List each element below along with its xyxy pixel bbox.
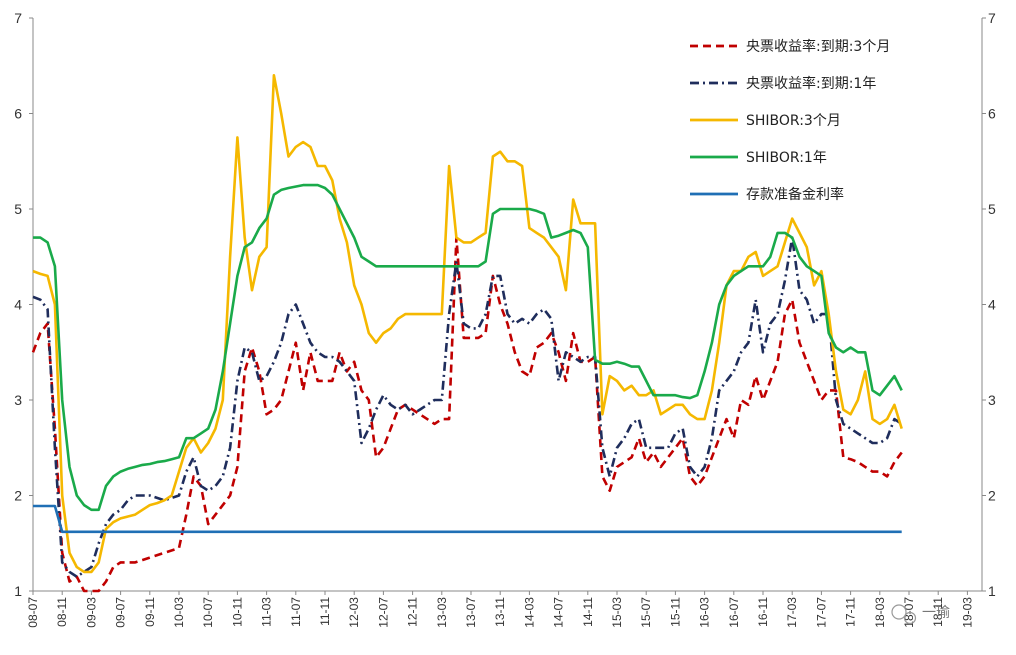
x-tick-label: 18-03 bbox=[873, 597, 887, 628]
x-tick-label: 16-07 bbox=[727, 597, 741, 628]
series-line-4 bbox=[33, 183, 903, 512]
x-tick-label: 13-03 bbox=[435, 597, 449, 628]
y-tick-label-right: 7 bbox=[988, 10, 996, 26]
y-axis-left-ticks: 1 2 3 4 5 6 7 bbox=[14, 10, 22, 599]
y-tick-label-right: 1 bbox=[988, 583, 996, 599]
x-tick-label: 12-11 bbox=[406, 597, 420, 627]
watermark: 一瑜 bbox=[891, 604, 950, 625]
x-tick-label: 16-03 bbox=[698, 597, 712, 628]
x-tick-label: 18-11 bbox=[931, 597, 945, 627]
x-tick-label: 10-03 bbox=[172, 597, 186, 628]
x-tick-label: 15-07 bbox=[639, 597, 653, 628]
legend-label-1: 央票收益率:到期:3个月 bbox=[746, 38, 890, 55]
x-tick-label: 19-03 bbox=[960, 597, 974, 628]
series-lines bbox=[31, 74, 903, 593]
x-tick-label: 14-07 bbox=[552, 597, 566, 628]
x-tick-label: 12-07 bbox=[376, 597, 390, 628]
y-tick-label-right: 4 bbox=[988, 297, 996, 313]
x-tick-label: 12-03 bbox=[347, 597, 361, 628]
x-tick-label: 17-11 bbox=[844, 597, 858, 627]
x-tick-label: 11-07 bbox=[289, 597, 303, 627]
y-tick-label-right: 2 bbox=[988, 488, 996, 504]
y-tick-label-right: 5 bbox=[988, 201, 996, 217]
x-tick-label: 11-11 bbox=[318, 597, 332, 626]
x-tick-label: 14-11 bbox=[581, 597, 595, 627]
y-tick-label-right: 6 bbox=[988, 106, 996, 122]
wechat-icon-bubble bbox=[903, 611, 917, 625]
x-tick-label: 13-07 bbox=[464, 597, 478, 628]
y-tick-label-right: 3 bbox=[988, 392, 996, 408]
y-tick-label-left: 4 bbox=[14, 297, 22, 313]
x-tick-label: 15-11 bbox=[668, 597, 682, 627]
axes bbox=[29, 17, 986, 595]
x-tick-label: 08-11 bbox=[55, 597, 69, 627]
x-tick-label: 14-03 bbox=[522, 597, 536, 628]
x-tick-label: 10-11 bbox=[230, 597, 244, 627]
x-tick-label: 08-07 bbox=[26, 597, 40, 628]
x-axis-ticks: 08-07 08-11 09-03 09-07 09-11 10-03 10-07 10-11… bbox=[26, 597, 974, 628]
legend-label-4: SHIBOR:1年 bbox=[746, 150, 827, 166]
x-tick-label: 17-03 bbox=[785, 597, 799, 628]
y-tick-label-left: 2 bbox=[14, 488, 22, 504]
x-tick-label: 09-03 bbox=[84, 597, 98, 628]
y-tick-label-left: 1 bbox=[14, 583, 22, 599]
y-tick-label-left: 7 bbox=[14, 10, 22, 26]
legend-label-5: 存款准备金利率 bbox=[746, 186, 844, 203]
wechat-icon bbox=[891, 604, 907, 620]
x-tick-label: 13-11 bbox=[493, 597, 507, 627]
x-tick-label: 11-03 bbox=[260, 597, 274, 627]
x-tick-label: 09-11 bbox=[143, 597, 157, 627]
legend-label-3: SHIBOR:3个月 bbox=[746, 113, 841, 129]
x-tick-label: 09-07 bbox=[114, 597, 128, 628]
y-tick-label-left: 5 bbox=[14, 201, 22, 217]
series-line-1 bbox=[31, 236, 903, 593]
x-tick-label: 17-07 bbox=[814, 597, 828, 628]
series-line-5 bbox=[33, 504, 902, 534]
series-line-3 bbox=[32, 74, 903, 574]
y-tick-label-left: 6 bbox=[14, 106, 22, 122]
x-tick-label: 15-03 bbox=[610, 597, 624, 628]
watermark-text: 一瑜 bbox=[922, 605, 950, 621]
x-tick-label: 16-11 bbox=[756, 597, 770, 627]
x-tick-label: 10-07 bbox=[201, 597, 215, 628]
y-tick-label-left: 3 bbox=[14, 392, 22, 408]
y-axis-right-ticks: 1 2 3 4 5 6 7 bbox=[988, 10, 996, 599]
legend-label-2: 央票收益率:到期:1年 bbox=[746, 75, 876, 92]
series-line-2 bbox=[32, 236, 903, 578]
